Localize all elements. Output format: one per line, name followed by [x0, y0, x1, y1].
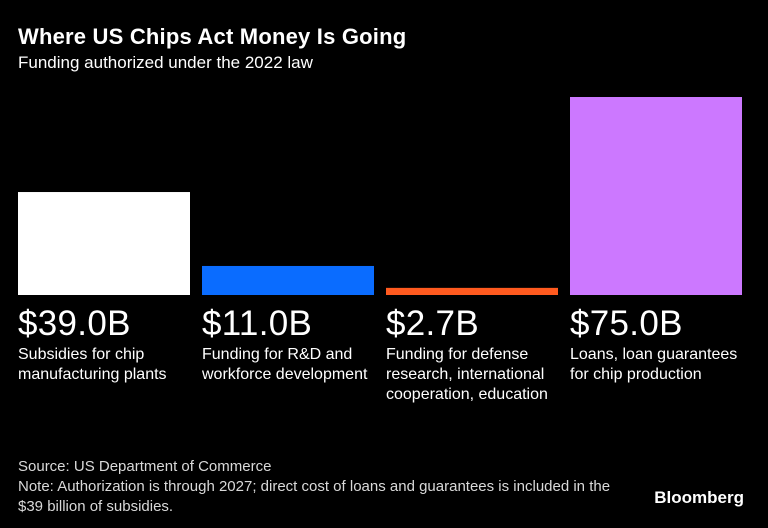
value-label-1: $39.0B	[18, 304, 131, 343]
bar-label-group-1: $39.0B Subsidies for chip manufacturing p…	[18, 304, 188, 385]
source-note: Source: US Department of Commerce	[18, 458, 272, 475]
bar-3	[386, 287, 558, 295]
bar-1	[18, 192, 190, 295]
chart-subtitle: Funding authorized under the 2022 law	[18, 53, 313, 72]
value-label-3: $2.7B	[386, 304, 479, 343]
category-label-4: Loans, loan guarantees for chip producti…	[570, 346, 738, 383]
value-label-2: $11.0B	[202, 304, 313, 343]
bar-2	[202, 265, 374, 295]
value-label-4: $75.0B	[570, 304, 683, 343]
category-label-3: Funding for defense research, internatio…	[386, 346, 548, 403]
bar-label-group-2: $11.0B Funding for R&D and workforce deve…	[202, 304, 372, 385]
footnote: Note: Authorization is through 2027; dir…	[18, 478, 611, 515]
category-label-2: Funding for R&D and workforce developmen…	[202, 346, 368, 383]
bar-4	[570, 97, 742, 295]
chart-title: Where US Chips Act Money Is Going	[18, 24, 407, 49]
bar-label-group-4: $75.0B Loans, loan guarantees for chip pr…	[570, 304, 740, 385]
bar-label-group-3: $2.7B Funding for defense research, inter…	[386, 304, 556, 405]
bloomberg-logo: Bloomberg	[654, 488, 744, 507]
category-label-1: Subsidies for chip manufacturing plants	[18, 346, 167, 383]
